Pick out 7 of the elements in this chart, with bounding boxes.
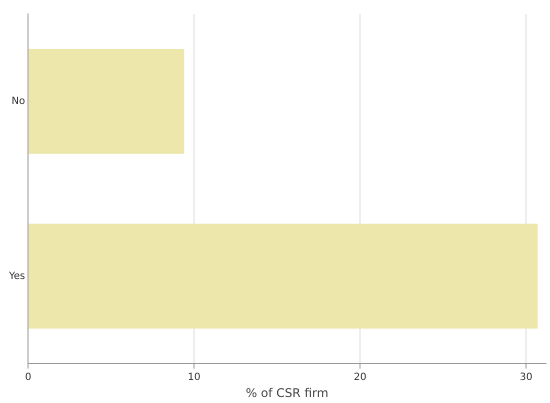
- y-tick-label: Yes: [8, 270, 26, 282]
- y-tick-label: No: [12, 96, 26, 107]
- x-tick-label: 0: [24, 372, 32, 384]
- x-tick-label: 10: [188, 372, 200, 384]
- x-axis-title: % of CSR firm: [246, 386, 328, 400]
- x-tick-label: 20: [354, 372, 366, 384]
- x-tick-label: 30: [520, 372, 532, 384]
